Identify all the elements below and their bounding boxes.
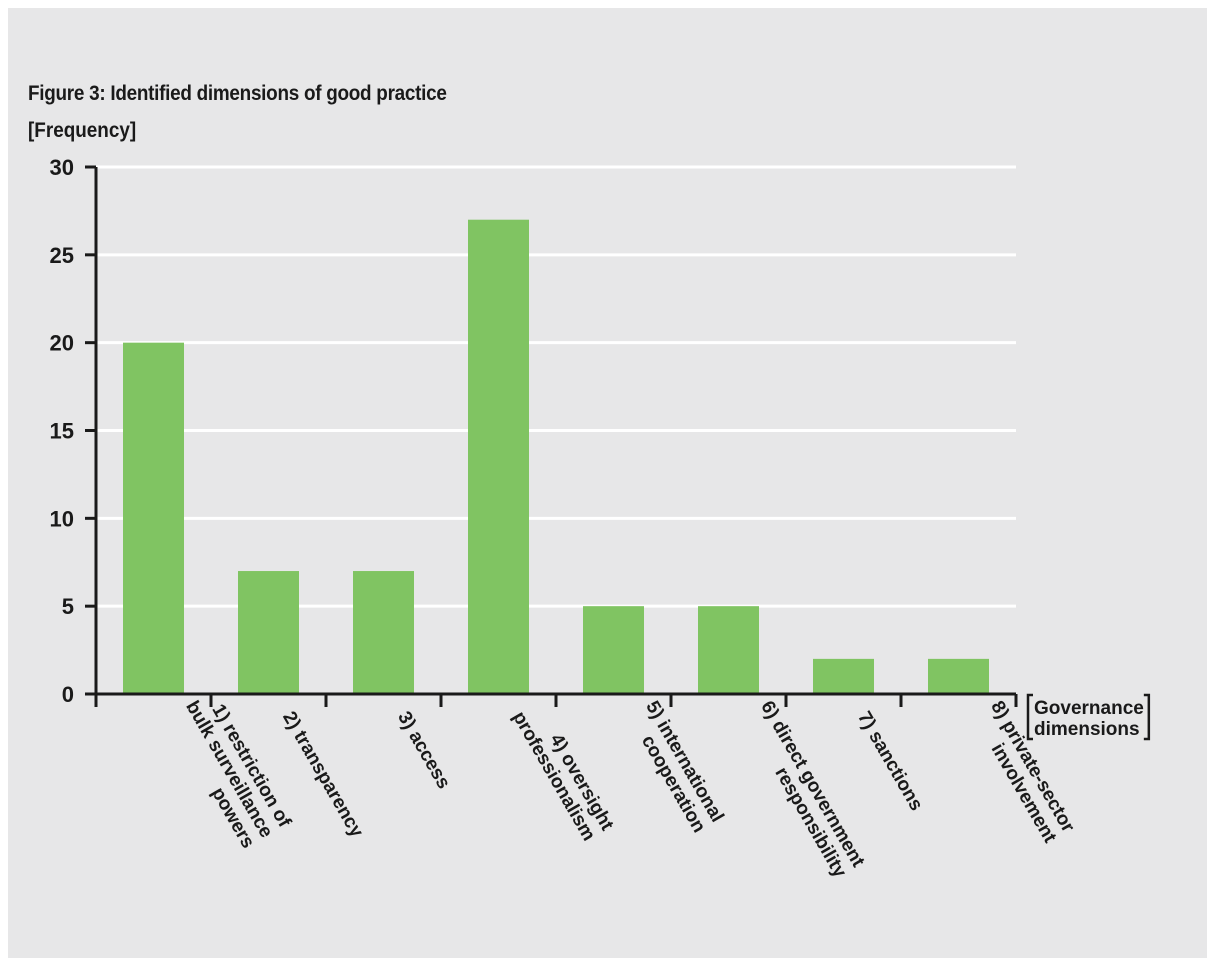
x-tick-label-line: 3) access <box>393 708 454 793</box>
x-axis-label-bracket-left <box>1026 693 1033 741</box>
bars <box>123 219 989 694</box>
y-tick-label: 5 <box>62 594 74 619</box>
grid-lines <box>96 165 1016 608</box>
chart-title: Figure 3: Identified dimensions of good … <box>28 82 447 105</box>
bar <box>238 571 299 694</box>
y-axis-label: [Frequency] <box>28 119 137 142</box>
bar <box>698 606 759 694</box>
bar <box>928 658 989 694</box>
y-tick-label: 15 <box>50 419 74 444</box>
axes <box>85 165 1018 707</box>
bar <box>813 658 874 694</box>
x-tick-label: 3) access <box>393 708 454 793</box>
bar <box>123 342 184 694</box>
y-tick-label: 0 <box>62 682 74 707</box>
x-axis-label-bracket-right <box>1143 693 1151 741</box>
x-tick-label: 7) sanctions <box>853 708 927 815</box>
y-tick-label: 20 <box>50 331 74 356</box>
x-axis-label: Governance <box>1034 698 1144 719</box>
x-tick-label-line: 7) sanctions <box>853 708 927 815</box>
x-axis-label: dimensions <box>1034 719 1140 740</box>
y-tick-label: 25 <box>50 243 74 268</box>
bar <box>468 219 529 694</box>
y-tick-label: 30 <box>50 155 74 180</box>
bar <box>353 571 414 694</box>
y-tick-label: 10 <box>50 506 74 531</box>
bar <box>583 606 644 694</box>
